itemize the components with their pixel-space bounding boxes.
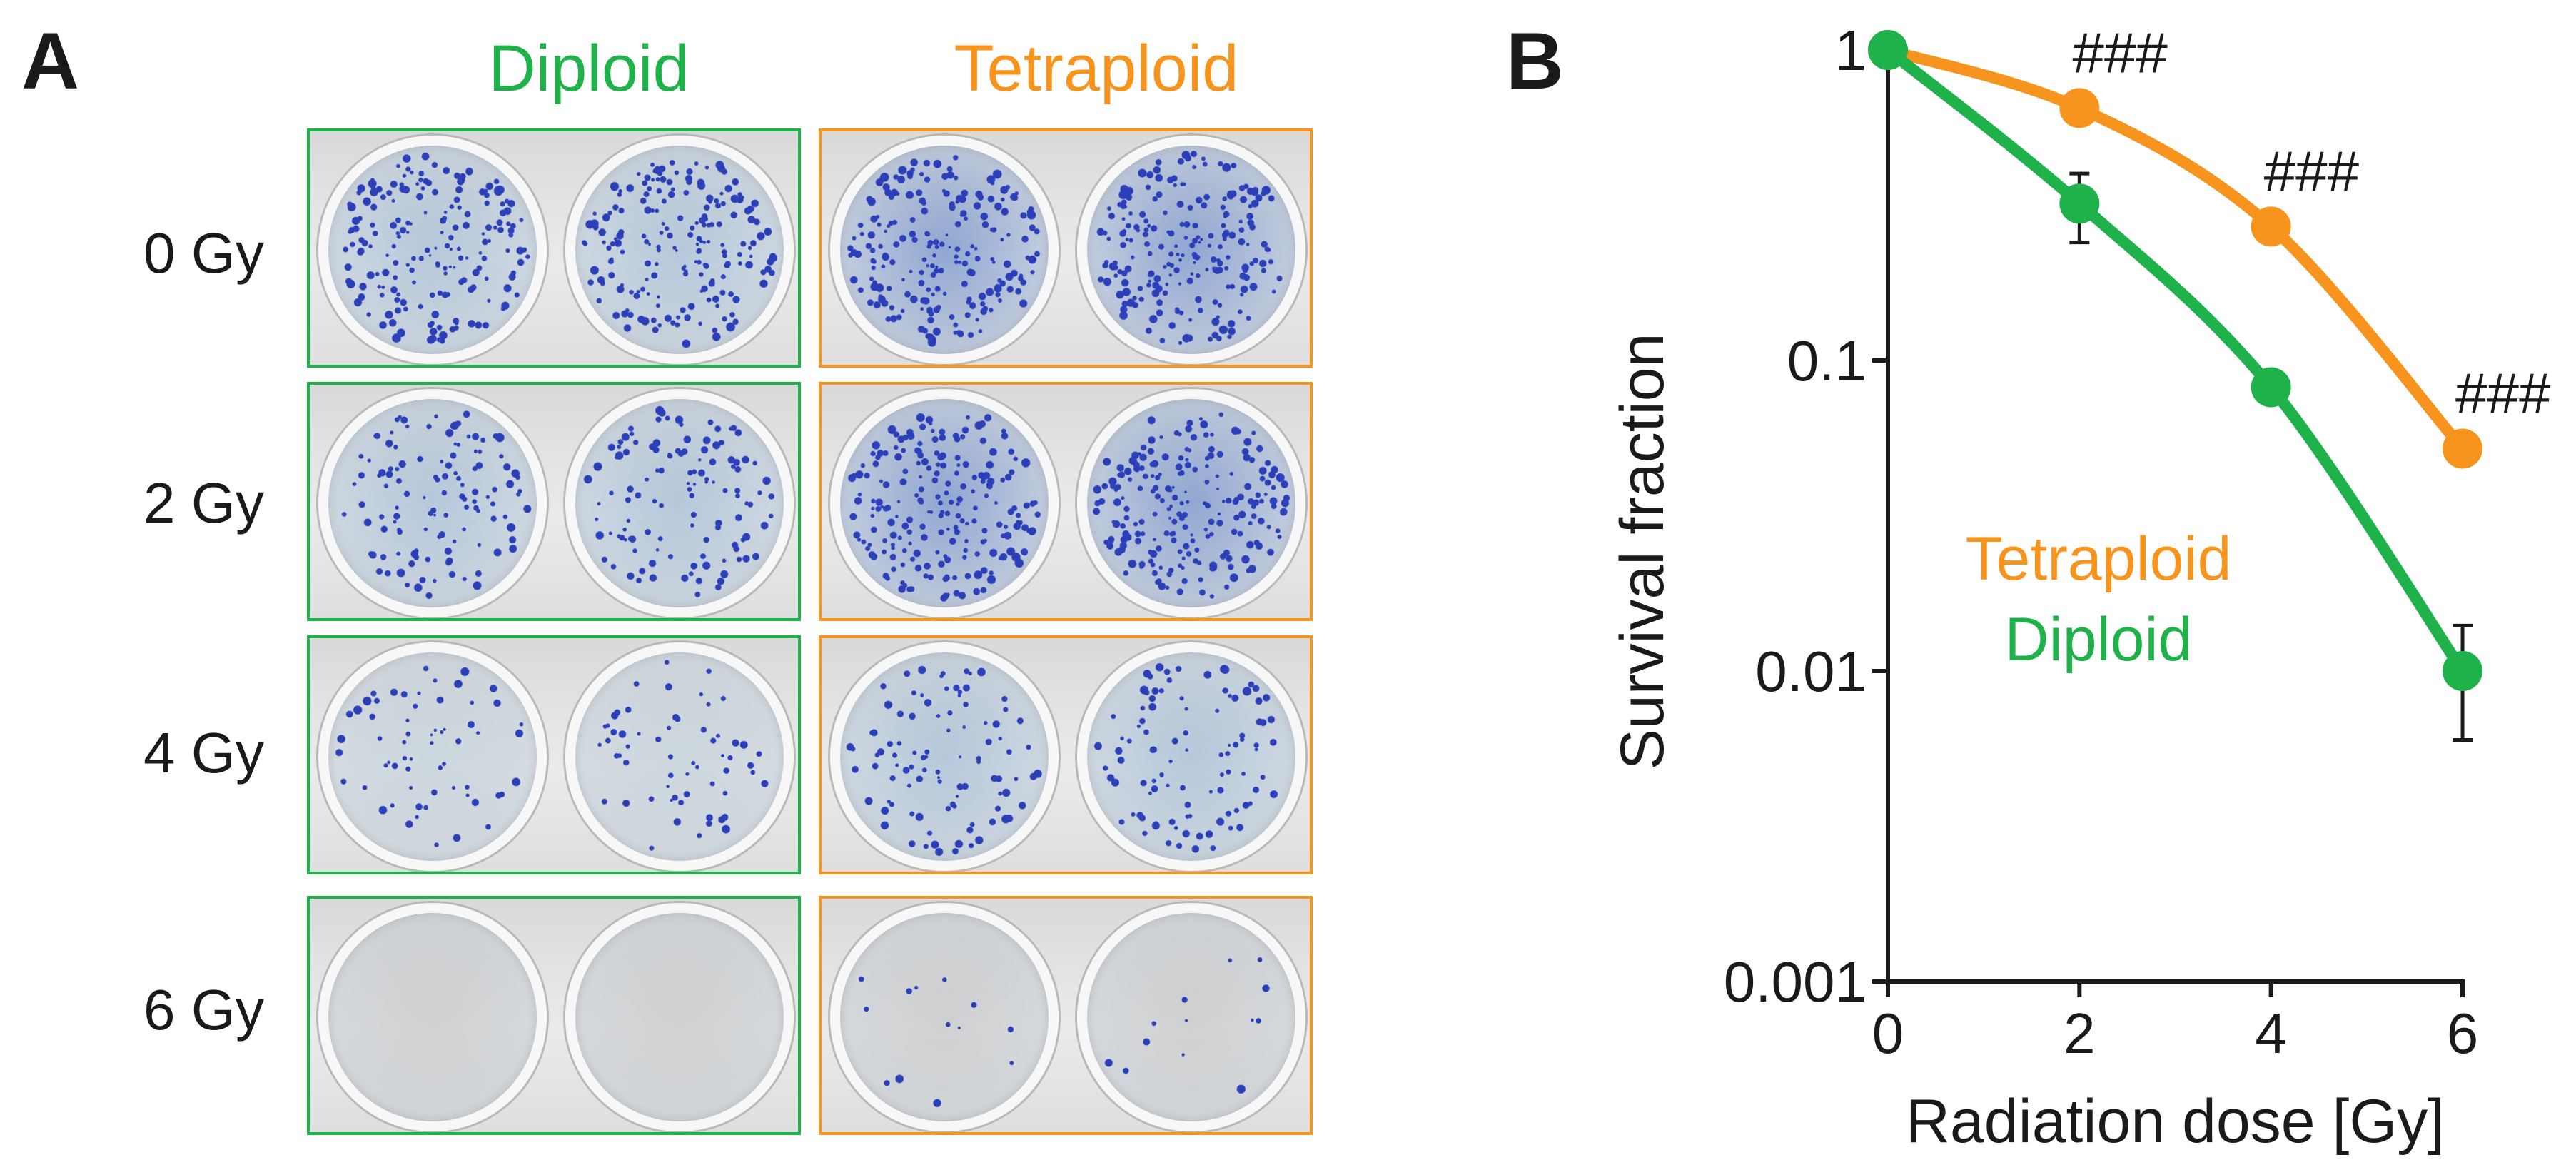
row-label-2gy: 2 Gy bbox=[143, 471, 264, 535]
legend-label-tetraploid: Tetraploid bbox=[1966, 525, 2232, 593]
plate-diploid-2gy bbox=[307, 382, 801, 621]
significance-annotation: ### bbox=[2455, 362, 2551, 425]
dish-surface bbox=[575, 652, 784, 861]
column-header-diploid: Diploid bbox=[488, 32, 690, 105]
data-point-tetraploid bbox=[2059, 88, 2100, 128]
x-tick-label: 2 bbox=[2064, 1002, 2096, 1065]
data-point-diploid bbox=[1868, 30, 1908, 70]
significance-annotation: ### bbox=[2072, 21, 2168, 84]
dish-surface bbox=[840, 146, 1049, 354]
x-tick-label: 6 bbox=[2447, 1002, 2479, 1065]
plate-diploid-4gy bbox=[307, 635, 801, 874]
dish-surface bbox=[575, 146, 784, 354]
plate-tetraploid-0gy bbox=[819, 128, 1313, 368]
dish-surface bbox=[840, 652, 1049, 861]
dish-surface bbox=[1087, 146, 1295, 354]
well bbox=[565, 903, 794, 1131]
panel-b-letter: B bbox=[1506, 16, 1564, 106]
y-tick-label: 0.01 bbox=[1755, 640, 1867, 703]
x-tick-label: 0 bbox=[1872, 1002, 1904, 1065]
y-tick-label: 1 bbox=[1835, 19, 1867, 82]
dish-surface bbox=[1087, 399, 1295, 607]
dish-surface bbox=[328, 652, 537, 861]
dish-surface bbox=[328, 146, 537, 354]
data-point-tetraploid bbox=[2443, 428, 2482, 469]
data-point-diploid bbox=[2443, 651, 2482, 691]
x-axis-label: Radiation dose [Gy] bbox=[1906, 1087, 2445, 1156]
x-tick-label: 4 bbox=[2255, 1002, 2287, 1065]
plate-diploid-0gy bbox=[307, 128, 801, 368]
significance-annotation: ### bbox=[2264, 139, 2360, 203]
data-point-diploid bbox=[2251, 367, 2291, 408]
dish-surface bbox=[575, 913, 784, 1121]
legend-label-diploid: Diploid bbox=[2005, 605, 2193, 674]
dish-surface bbox=[575, 399, 784, 607]
data-point-tetraploid bbox=[2251, 206, 2291, 247]
series-line-diploid bbox=[1882, 44, 2468, 677]
y-tick-label: 0.001 bbox=[1724, 950, 1867, 1014]
dish-surface bbox=[840, 399, 1049, 607]
data-point-diploid bbox=[2059, 183, 2100, 224]
plate-diploid-6gy bbox=[307, 896, 801, 1135]
y-axis-label: Survival fraction bbox=[1608, 333, 1677, 770]
dish-surface bbox=[328, 913, 537, 1121]
y-tick-label: 0.1 bbox=[1787, 329, 1867, 393]
dish-surface bbox=[1087, 913, 1295, 1121]
row-label-6gy: 6 Gy bbox=[143, 978, 264, 1042]
plate-tetraploid-6gy bbox=[819, 896, 1313, 1135]
row-label-4gy: 4 Gy bbox=[143, 721, 264, 785]
plate-tetraploid-2gy bbox=[819, 382, 1313, 621]
dish-surface bbox=[1087, 652, 1295, 861]
column-header-tetraploid: Tetraploid bbox=[954, 32, 1239, 105]
dish-surface bbox=[840, 913, 1049, 1121]
dish-surface bbox=[328, 399, 537, 607]
row-label-0gy: 0 Gy bbox=[143, 221, 264, 285]
panel-a-letter: A bbox=[21, 16, 79, 106]
series-line-tetraploid bbox=[1882, 44, 2468, 455]
plate-tetraploid-4gy bbox=[819, 635, 1313, 874]
